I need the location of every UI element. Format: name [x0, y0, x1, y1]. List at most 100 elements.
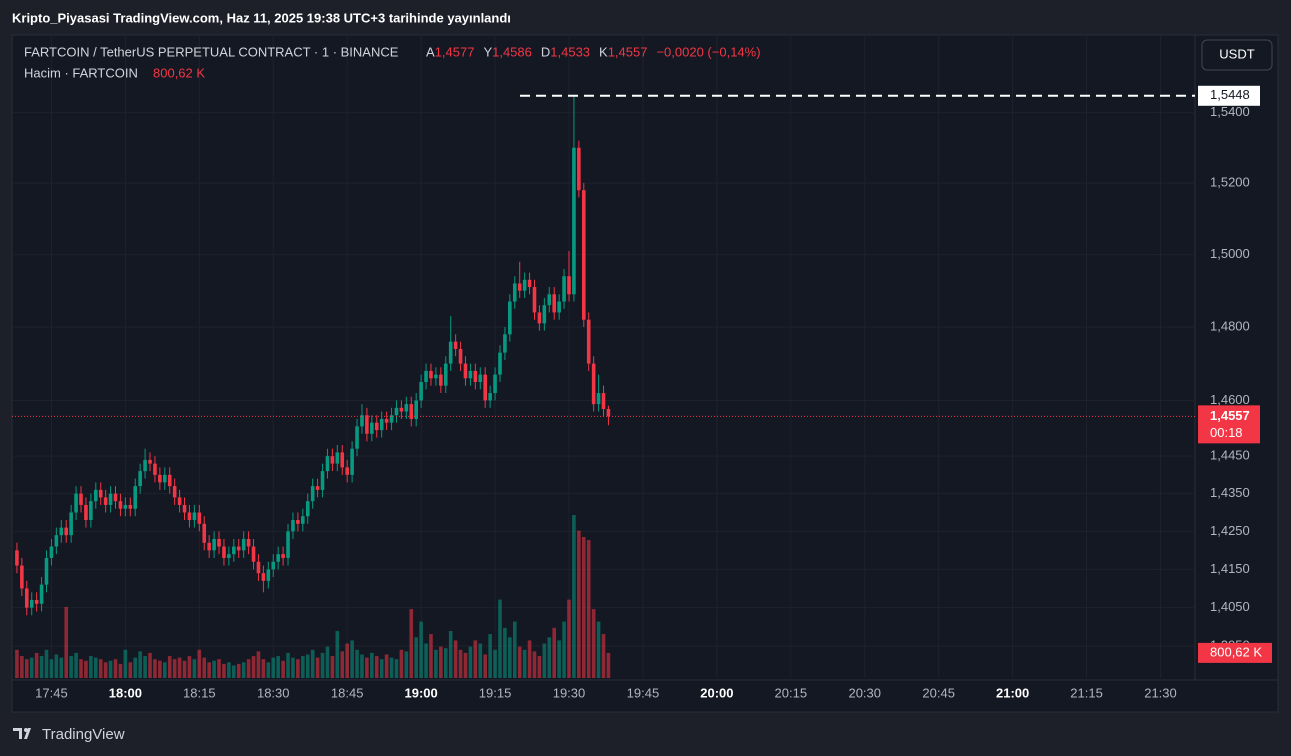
x-tick-label: 20:30 [848, 685, 881, 700]
candle-body [389, 415, 394, 423]
candle-body [197, 512, 202, 524]
candle-body [453, 341, 458, 349]
legend-letter: K [599, 44, 608, 59]
candle-body [113, 493, 118, 502]
candle-body [34, 599, 39, 604]
volume-bar [108, 660, 113, 678]
candle-body [419, 381, 423, 401]
candle-body [187, 512, 192, 521]
volume-bar [483, 654, 487, 678]
volume-bar [325, 646, 330, 678]
volume-bar [143, 656, 147, 678]
volume-bar [379, 659, 384, 678]
legend-value: 1,4557 [608, 44, 648, 59]
candle-body [291, 520, 295, 532]
candle-body [39, 584, 44, 604]
candle-body [537, 312, 542, 324]
x-tick-label: 20:45 [922, 685, 955, 700]
candle-body [310, 486, 315, 502]
candle-body [394, 407, 399, 416]
logo-icon [13, 728, 31, 739]
volume-bars [15, 515, 611, 678]
volume-bar [113, 659, 118, 678]
candle-body [158, 474, 162, 483]
candle-body [103, 497, 108, 505]
volume-bar [118, 663, 123, 678]
volume-bar [596, 621, 601, 678]
legend-letter: A [426, 44, 435, 59]
volume-bar [419, 621, 423, 678]
candle-body [202, 523, 207, 543]
candle-body [370, 422, 374, 434]
x-tick-label: 19:45 [627, 685, 660, 700]
candle-body [44, 557, 49, 585]
volume-bar [24, 659, 29, 678]
volume-bar [246, 659, 251, 678]
x-tick-label: 19:30 [553, 685, 586, 700]
high-label-bg [1198, 85, 1260, 106]
volume-bar [74, 652, 78, 678]
candle-body [167, 474, 172, 487]
candle-body [424, 370, 428, 382]
volume-bar [163, 662, 167, 678]
volume-bar [335, 630, 340, 678]
volume-label-bg [1198, 642, 1272, 663]
candle-body [118, 501, 123, 509]
candle-body [577, 147, 581, 191]
x-tick-label: 21:15 [1070, 685, 1103, 700]
candle-body [542, 305, 547, 324]
volume-bar [227, 662, 231, 678]
volume-bar [123, 649, 128, 678]
volume-bar [503, 627, 507, 678]
candle-body [69, 512, 73, 536]
volume-bar [138, 651, 142, 678]
volume-bar [434, 649, 438, 678]
volume-bar [172, 659, 177, 678]
candle-body [473, 370, 478, 382]
candle-body [335, 452, 340, 464]
currency-label[interactable]: USDT [1219, 46, 1254, 61]
volume-bar [296, 659, 300, 678]
x-tick-label: 20:15 [775, 685, 808, 700]
volume-bar [345, 643, 349, 678]
volume-bar [98, 659, 103, 678]
candle-body [355, 426, 359, 449]
x-tick-label: 18:15 [183, 685, 216, 700]
logo: TradingView [13, 726, 125, 743]
volume-bar [34, 652, 39, 678]
candle-body [567, 276, 571, 295]
volume-bar [44, 649, 49, 678]
volume-bar [49, 659, 54, 678]
x-tick-label: 17:45 [35, 685, 68, 700]
candle-body [330, 456, 335, 464]
volume-bar [261, 659, 266, 678]
candle-body [562, 276, 566, 302]
chart-frame [11, 34, 1279, 713]
volume-bar [606, 652, 611, 678]
candle-body [374, 422, 379, 431]
volume-bar [468, 646, 473, 678]
volume-bar [365, 657, 369, 678]
volume-label: 800,62 K [1210, 644, 1262, 659]
x-tick-label: 21:00 [996, 685, 1029, 700]
volume-bar [222, 663, 226, 678]
volume-title: Hacim · FARTCOIN [24, 65, 138, 80]
volume-bar [305, 654, 310, 678]
candle-body [207, 542, 211, 551]
volume-bar [79, 659, 83, 678]
volume-bar [463, 652, 468, 678]
volume-bar [241, 662, 246, 678]
candle-body [448, 341, 453, 364]
volume-bar [448, 630, 453, 678]
volume-bar [562, 621, 566, 678]
candle-body [360, 415, 364, 427]
volume-bar [182, 660, 187, 678]
candle-body [532, 287, 537, 313]
candle-body [74, 493, 78, 513]
candle-body [586, 319, 591, 364]
currency-button[interactable] [1201, 39, 1273, 71]
candle-body [192, 512, 197, 521]
candle-body [128, 504, 133, 509]
volume-bar [355, 649, 359, 678]
volume-bar [54, 654, 59, 678]
